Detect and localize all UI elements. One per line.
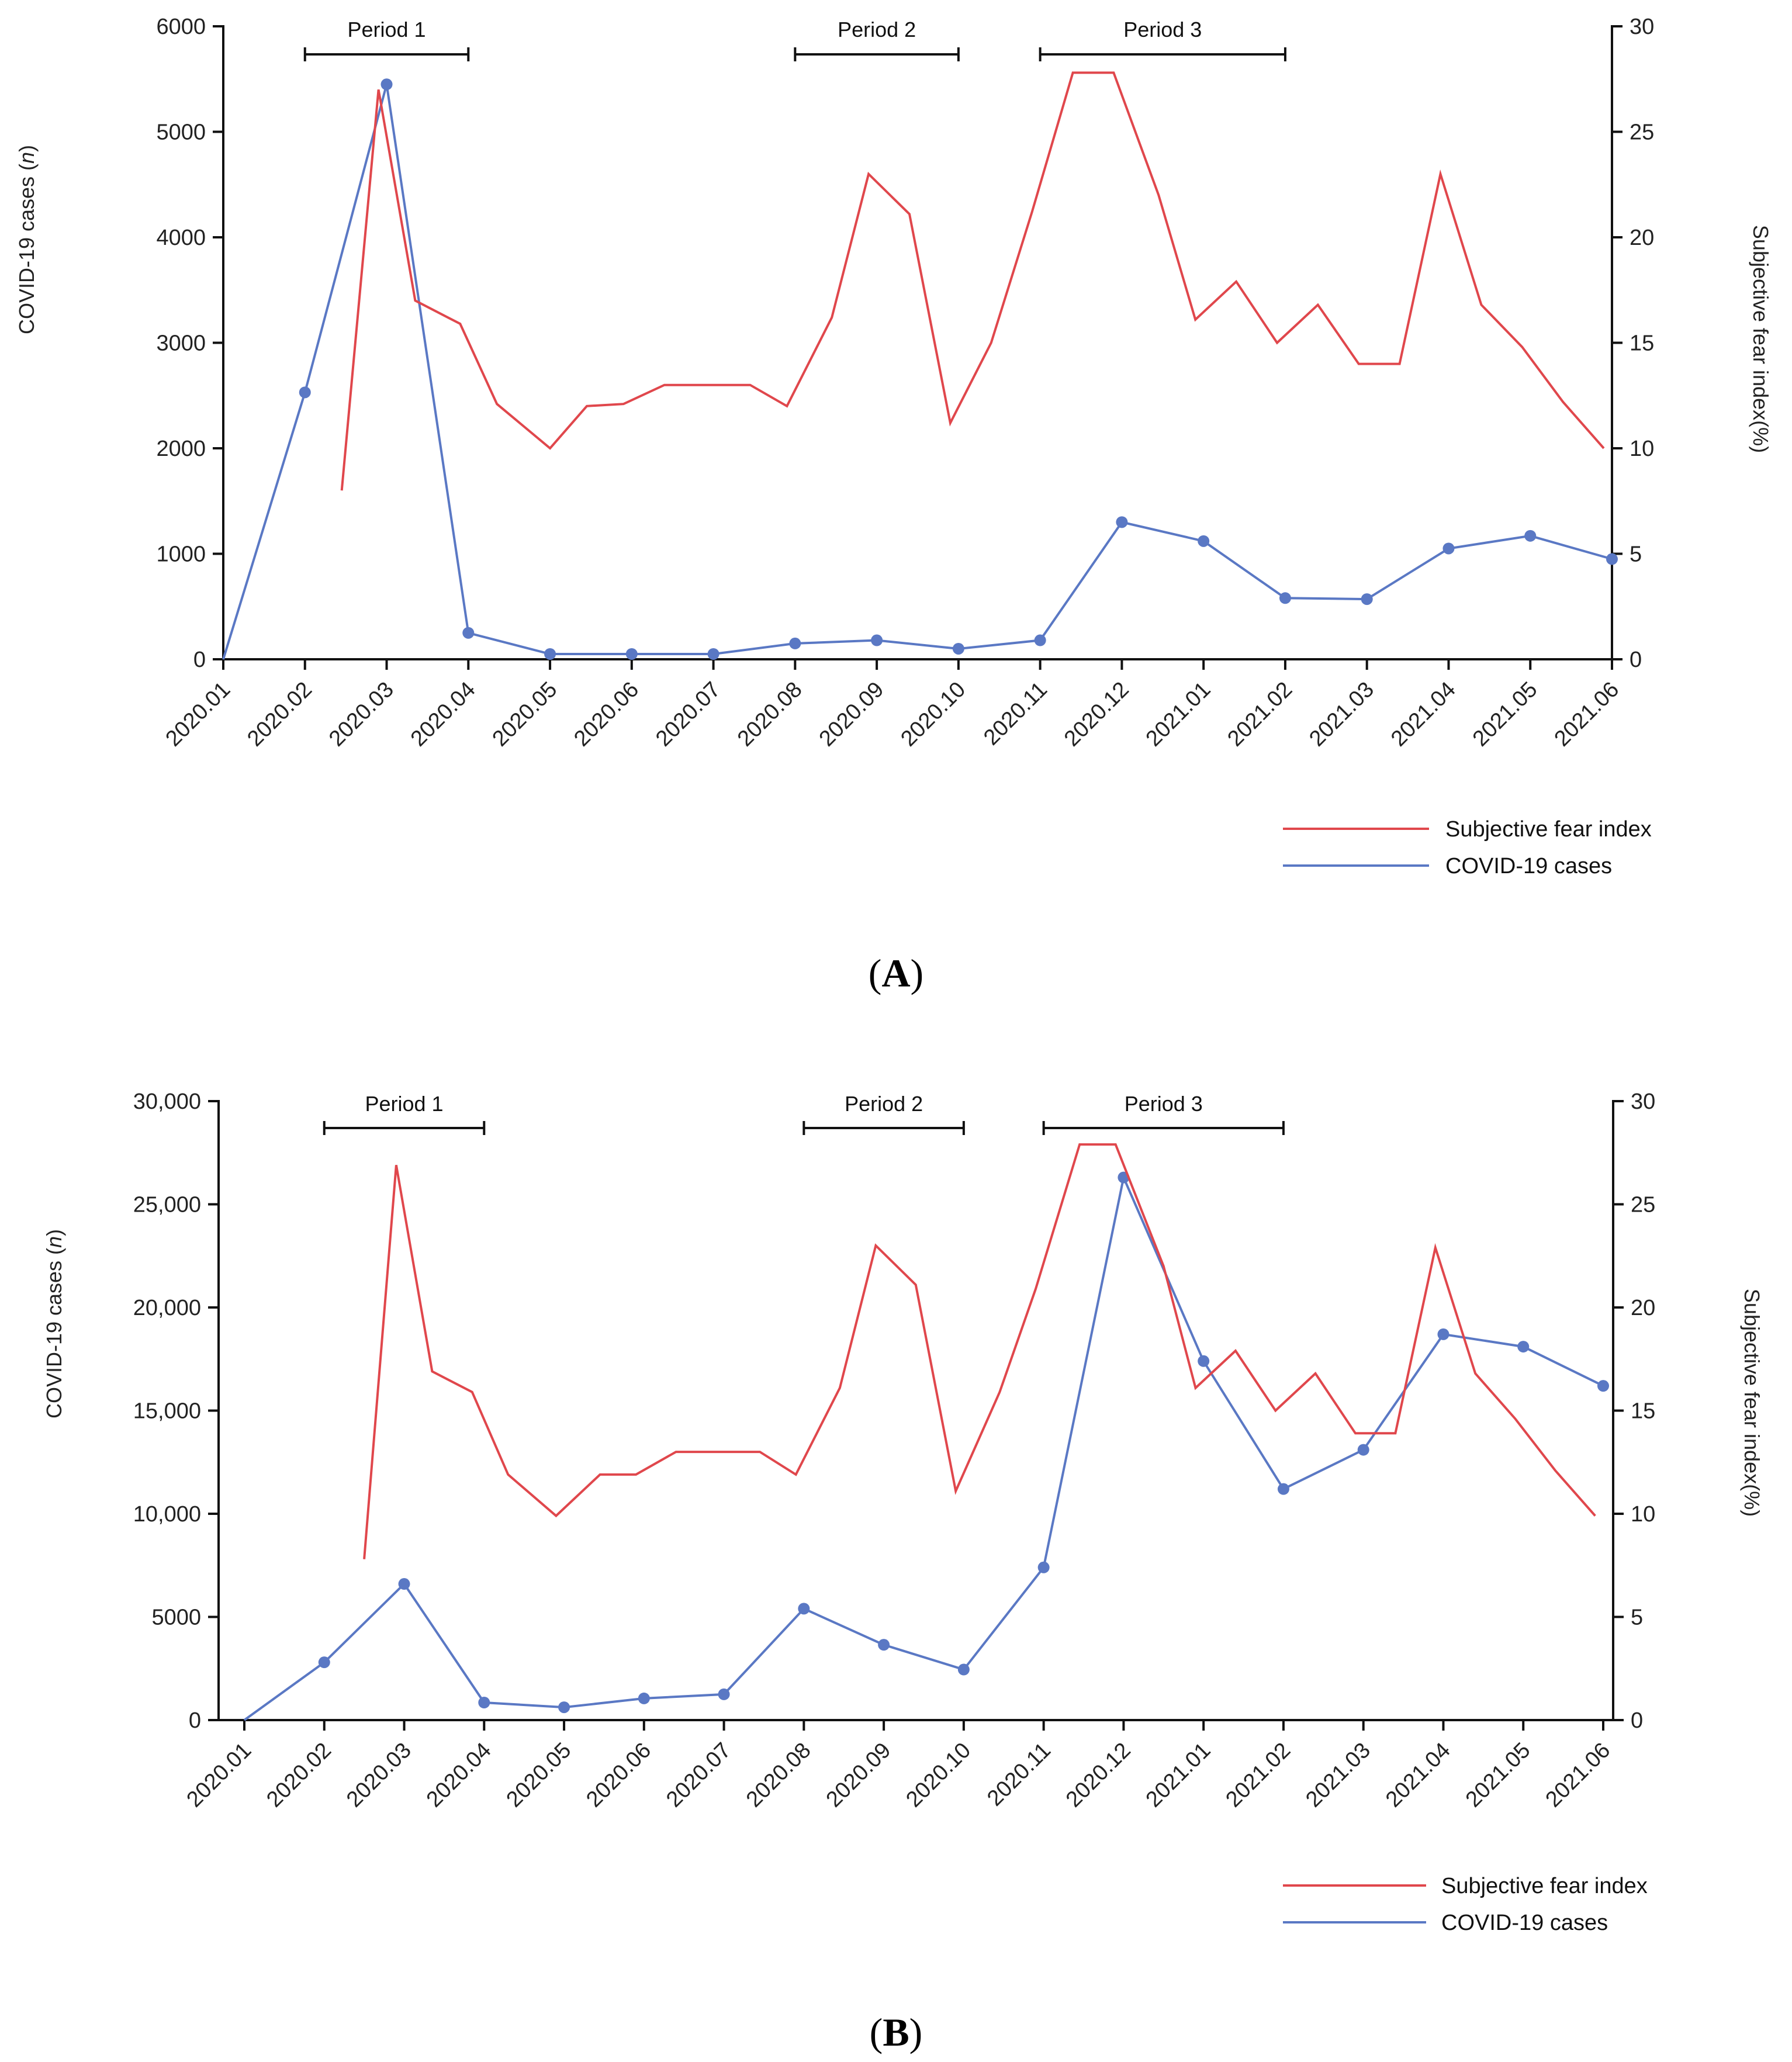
y-tick-label-b: 20,000 — [133, 1296, 201, 1320]
y2-tick-label-b: 15 — [1631, 1399, 1655, 1424]
y-tick-label-b: 25,000 — [133, 1193, 201, 1217]
panel-label-b: (B) — [870, 2010, 923, 2054]
y-tick-label-b: 5000 — [151, 1606, 201, 1630]
cases-point-b — [1437, 1328, 1449, 1340]
y-tick-label-b: 30,000 — [133, 1089, 201, 1114]
y-axis-title-b: COVID-19 cases (n) — [42, 1229, 66, 1419]
y2-tick-label-b: 30 — [1631, 1089, 1655, 1114]
series-b — [243, 1143, 1609, 1721]
y2-tick-label-a: 0 — [1630, 648, 1642, 672]
cases-point-b — [1357, 1444, 1369, 1456]
cases-point-a — [789, 637, 801, 649]
cases-point-b — [478, 1696, 490, 1708]
y2-tick-label-a: 10 — [1630, 437, 1654, 461]
y-axis-title-a: COVID-19 cases (n) — [15, 145, 39, 334]
y-axis-left-a: 0 1000 2000 3000 4000 5000 6000 — [156, 15, 223, 672]
period-label-b: Period 2 — [845, 1092, 923, 1116]
y-tick-label-a: 1000 — [156, 542, 206, 567]
cases-point-a — [871, 634, 883, 646]
cases-point-a — [1116, 516, 1128, 528]
panel-label-a: (A) — [869, 951, 923, 995]
cases-point-a — [1524, 530, 1537, 542]
period-label-a: Period 2 — [838, 18, 916, 41]
cases-line-a — [222, 84, 1613, 660]
cases-line-b — [243, 1174, 1604, 1721]
legend-cases-label-a: COVID-19 cases — [1445, 854, 1612, 878]
y-tick-label-b: 15,000 — [133, 1399, 201, 1424]
cases-point-a — [462, 627, 475, 639]
cases-point-b — [318, 1656, 330, 1669]
cases-point-a — [544, 648, 556, 660]
y-tick-label-b: 0 — [189, 1708, 201, 1733]
legend-fear-label-b: Subjective fear index — [1441, 1874, 1648, 1898]
cases-point-a — [625, 648, 638, 660]
cases-point-b — [718, 1688, 730, 1700]
period-label-a: Period 3 — [1123, 18, 1202, 41]
period-label-a: Period 1 — [347, 18, 425, 41]
cases-point-a — [1198, 535, 1210, 547]
period-label-b: Period 1 — [365, 1092, 443, 1116]
cases-point-a — [1361, 593, 1373, 606]
cases-point-a — [707, 648, 719, 660]
legend-a: Subjective fear index COVID-19 cases — [1283, 817, 1652, 878]
y-tick-label-a: 2000 — [156, 437, 206, 461]
cases-point-b — [1037, 1561, 1050, 1573]
cases-point-a — [1279, 592, 1291, 604]
y2-axis-title-b: Subjective fear index(%) — [1740, 1289, 1764, 1517]
cases-point-a — [1606, 553, 1618, 565]
y-tick-label-a: 5000 — [156, 120, 206, 145]
y-tick-label-a: 3000 — [156, 331, 206, 356]
cases-point-b — [878, 1639, 890, 1651]
y2-axis-title-a: Subjective fear index(%) — [1749, 225, 1773, 453]
fear-line-a — [340, 71, 1605, 491]
y-tick-label-a: 6000 — [156, 15, 206, 39]
cases-point-a — [952, 642, 964, 655]
fear-line-b — [363, 1143, 1596, 1559]
series-a — [222, 71, 1618, 660]
cases-point-a — [1034, 634, 1046, 646]
y2-tick-label-b: 5 — [1631, 1606, 1643, 1630]
cases-point-a — [380, 78, 393, 91]
y2-tick-label-a: 30 — [1630, 15, 1654, 39]
cases-point-b — [1277, 1483, 1289, 1495]
legend-cases-label-b: COVID-19 cases — [1441, 1911, 1608, 1935]
y2-tick-label-a: 5 — [1630, 542, 1642, 567]
y2-tick-label-a: 20 — [1630, 226, 1654, 250]
y-tick-label-a: 4000 — [156, 226, 206, 250]
y-axis-left-b: 0 5000 10,000 15,000 20,000 25,000 30,000 — [133, 1089, 219, 1733]
period-brackets-a: Period 1 Period 2 Period 3 — [303, 18, 1286, 61]
cases-point-b — [798, 1603, 810, 1615]
cases-point-b — [957, 1663, 970, 1676]
cases-point-b — [1517, 1341, 1530, 1353]
y2-tick-label-b: 10 — [1631, 1502, 1655, 1527]
cases-point-a — [1442, 542, 1455, 555]
period-brackets-b: Period 1 Period 2 Period 3 — [323, 1092, 1285, 1135]
y2-tick-label-a: 15 — [1630, 331, 1654, 356]
legend-b: Subjective fear index COVID-19 cases — [1283, 1874, 1648, 1935]
y-axis-right-b: 0 5 10 15 20 25 30 — [1613, 1089, 1655, 1733]
y-axis-right-a: 0 5 10 15 20 25 30 — [1612, 15, 1654, 672]
cases-point-b — [1198, 1355, 1210, 1367]
y2-tick-label-b: 0 — [1631, 1708, 1643, 1733]
y2-tick-label-b: 20 — [1631, 1296, 1655, 1320]
y-tick-label-b: 10,000 — [133, 1502, 201, 1527]
y2-tick-label-a: 25 — [1630, 120, 1654, 145]
cases-point-b — [558, 1701, 570, 1714]
cases-point-b — [1597, 1380, 1609, 1392]
legend-fear-label-a: Subjective fear index — [1445, 817, 1652, 842]
period-label-b: Period 3 — [1125, 1092, 1203, 1116]
y2-tick-label-b: 25 — [1631, 1193, 1655, 1217]
cases-point-b — [638, 1692, 650, 1704]
y-tick-label-a: 0 — [193, 648, 206, 672]
cases-point-b — [398, 1578, 410, 1590]
cases-point-a — [299, 386, 311, 399]
